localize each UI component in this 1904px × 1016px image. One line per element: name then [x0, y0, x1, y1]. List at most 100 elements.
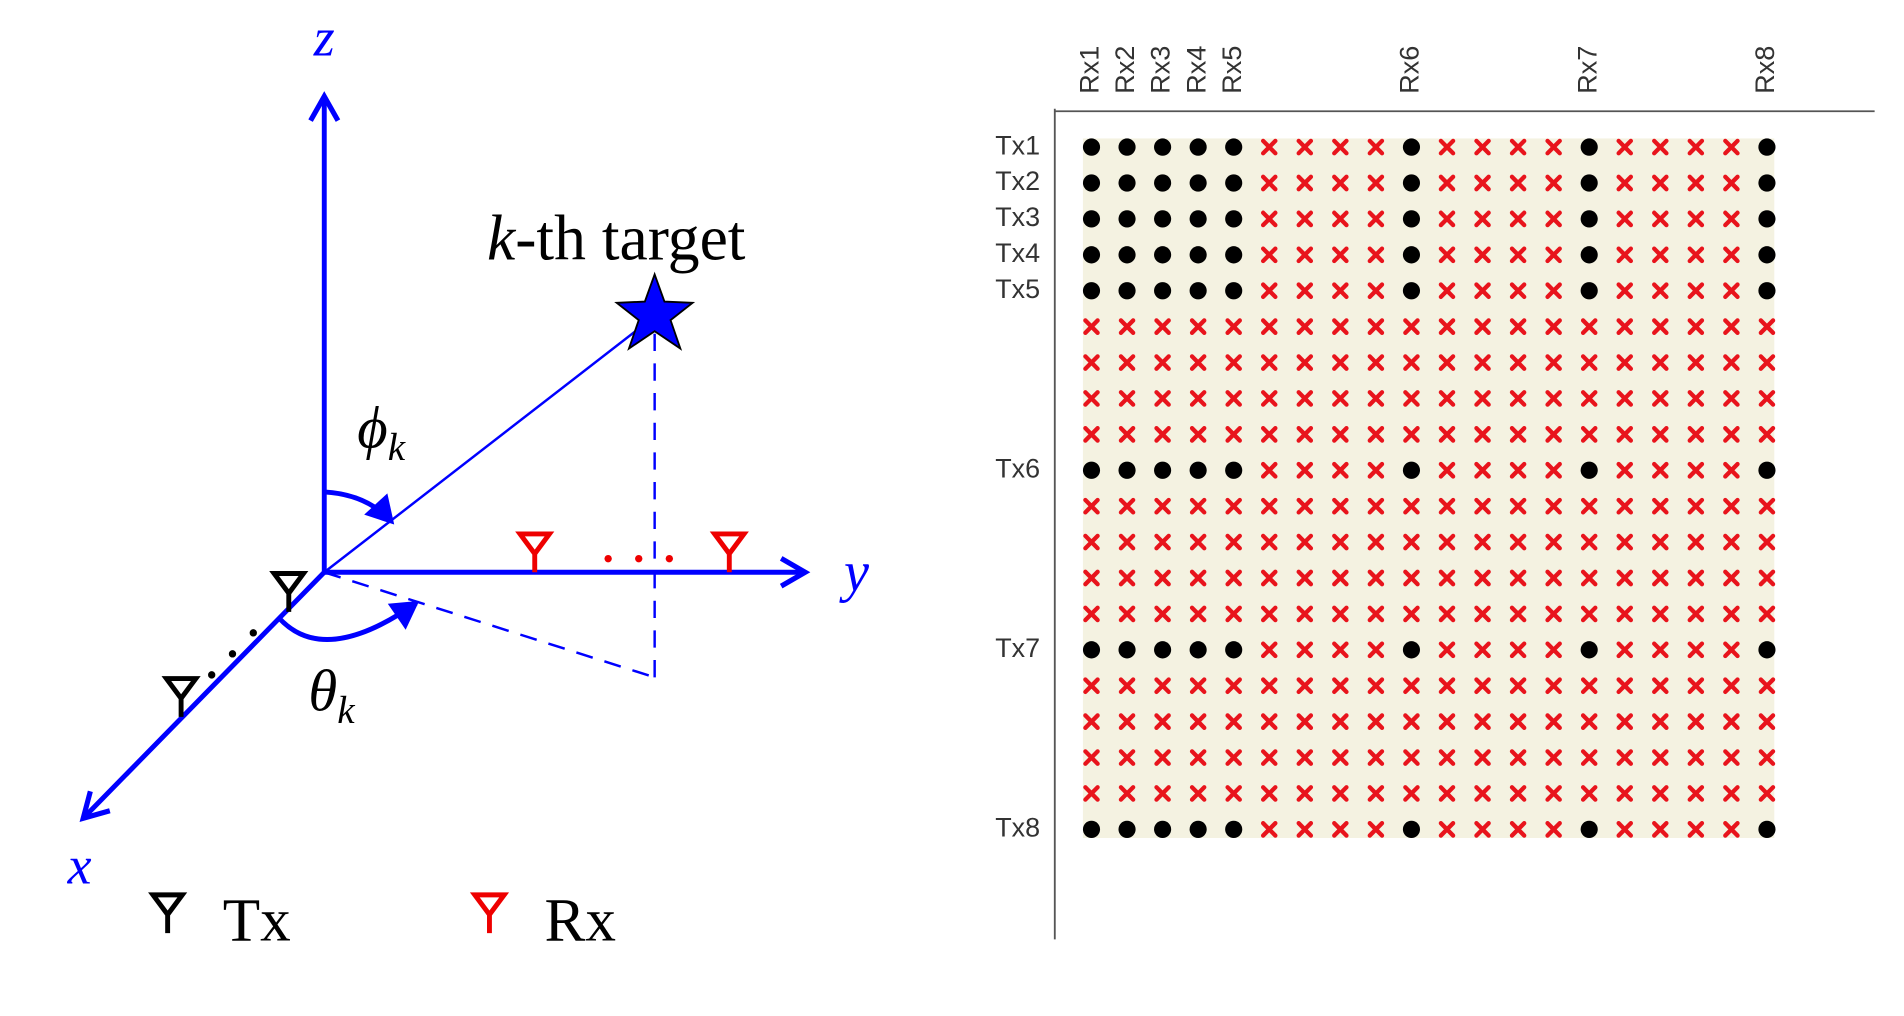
- active-pair: [1402, 282, 1421, 300]
- inactive-pair: [1367, 461, 1385, 479]
- inactive-pair: [1403, 533, 1420, 551]
- tx-label: Tx2: [995, 166, 1040, 196]
- tx-label: Tx3: [995, 202, 1040, 232]
- x-label: x: [67, 836, 92, 896]
- inactive-pair: [1438, 282, 1456, 300]
- inactive-pair: [1154, 533, 1171, 551]
- inactive-pair: [1367, 605, 1385, 623]
- legend-rx-label: Rx: [545, 886, 616, 954]
- inactive-pair: [1225, 318, 1242, 335]
- inactive-pair: [1260, 174, 1278, 192]
- inactive-pair: [1687, 318, 1705, 335]
- inactive-pair: [1545, 318, 1562, 335]
- inactive-pair: [1260, 533, 1278, 551]
- tx-ellipsis: [208, 629, 257, 679]
- inactive-pair: [1332, 138, 1349, 156]
- inactive-pair: [1332, 282, 1349, 300]
- inactive-pair: [1403, 318, 1420, 335]
- azimuth-label: θk: [308, 657, 356, 732]
- inactive-pair: [1118, 390, 1136, 407]
- inactive-pair: [1367, 569, 1385, 587]
- inactive-pair: [1545, 605, 1562, 623]
- active-pair: [1580, 174, 1598, 192]
- inactive-pair: [1474, 677, 1491, 695]
- inactive-pair: [1367, 533, 1385, 551]
- inactive-pair: [1296, 713, 1314, 730]
- inactive-pair: [1260, 461, 1278, 479]
- inactive-pair: [1438, 138, 1456, 156]
- inactive-pair: [1225, 569, 1242, 587]
- inactive-pair: [1332, 821, 1349, 838]
- rx-ellipsis: [604, 554, 674, 563]
- active-pair: [1189, 138, 1207, 156]
- inactive-pair: [1509, 210, 1527, 228]
- rx-label: Rx7: [1572, 46, 1602, 94]
- projection-line: [323, 571, 656, 679]
- inactive-pair: [1509, 354, 1527, 371]
- inactive-pair: [1652, 210, 1669, 228]
- inactive-pair: [1474, 426, 1491, 443]
- active-pair: [1118, 138, 1136, 156]
- inactive-pair: [1687, 354, 1705, 371]
- inactive-pair: [1687, 641, 1705, 659]
- inactive-pair: [1403, 497, 1420, 515]
- inactive-pair: [1225, 677, 1242, 695]
- tx-antenna: [274, 574, 303, 612]
- inactive-pair: [1260, 749, 1278, 766]
- inactive-pair: [1509, 749, 1527, 766]
- active-pair: [1758, 174, 1776, 192]
- inactive-pair: [1332, 605, 1349, 623]
- inactive-pair: [1260, 497, 1278, 515]
- inactive-pair: [1438, 785, 1456, 802]
- inactive-pair: [1758, 318, 1776, 335]
- active-pair: [1189, 820, 1207, 839]
- active-pair: [1402, 641, 1421, 659]
- active-pair: [1082, 138, 1101, 156]
- inactive-pair: [1616, 785, 1634, 802]
- inactive-pair: [1723, 246, 1740, 264]
- elevation-label: ϕk: [357, 394, 406, 469]
- inactive-pair: [1687, 210, 1705, 228]
- inactive-pair: [1260, 569, 1278, 587]
- inactive-pair: [1225, 497, 1242, 515]
- inactive-pair: [1616, 497, 1634, 515]
- inactive-pair: [1652, 426, 1669, 443]
- inactive-pair: [1438, 641, 1456, 659]
- active-pair: [1225, 641, 1243, 659]
- active-pair: [1225, 174, 1243, 192]
- inactive-pair: [1296, 354, 1314, 371]
- grid-background: [1082, 138, 1775, 839]
- inactive-pair: [1758, 713, 1776, 730]
- active-pair: [1082, 461, 1101, 479]
- inactive-pair: [1652, 713, 1669, 730]
- inactive-pair: [1332, 210, 1349, 228]
- inactive-pair: [1296, 785, 1314, 802]
- active-pair: [1154, 174, 1172, 192]
- inactive-pair: [1296, 677, 1314, 695]
- inactive-pair: [1509, 785, 1527, 802]
- target-variable: k: [487, 202, 517, 273]
- active-pair: [1154, 641, 1172, 659]
- inactive-pair: [1189, 533, 1207, 551]
- inactive-pair: [1474, 605, 1491, 623]
- inactive-pair: [1296, 533, 1314, 551]
- inactive-pair: [1758, 605, 1776, 623]
- inactive-pair: [1580, 785, 1598, 802]
- inactive-pair: [1723, 174, 1740, 192]
- inactive-pair: [1616, 533, 1634, 551]
- inactive-pair: [1403, 390, 1420, 407]
- inactive-pair: [1225, 390, 1242, 407]
- target-star: [614, 271, 696, 351]
- inactive-pair: [1189, 354, 1207, 371]
- inactive-pair: [1367, 174, 1385, 192]
- inactive-pair: [1189, 426, 1207, 443]
- active-pair: [1082, 174, 1101, 192]
- inactive-pair: [1438, 246, 1456, 264]
- rx-antenna: [520, 534, 549, 572]
- inactive-pair: [1118, 533, 1136, 551]
- inactive-pair: [1652, 533, 1669, 551]
- inactive-pair: [1118, 605, 1136, 623]
- inactive-pair: [1438, 533, 1456, 551]
- inactive-pair: [1296, 749, 1314, 766]
- inactive-pair: [1758, 785, 1776, 802]
